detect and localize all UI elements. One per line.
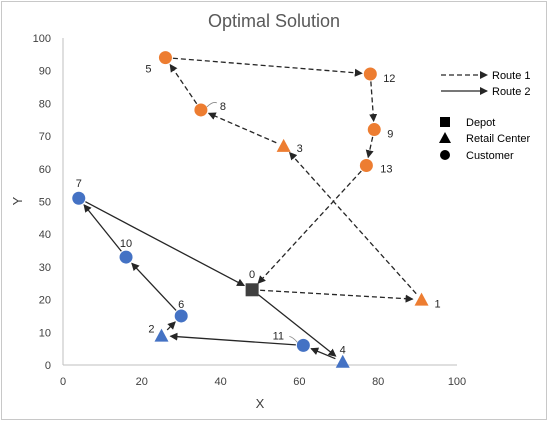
y-tick-label: 10: [39, 327, 51, 339]
y-tick-label: 50: [39, 197, 51, 209]
node-8-marker: [194, 103, 208, 117]
route1-edge: [365, 136, 374, 159]
node-13-marker: [359, 159, 373, 173]
legend-retail-label: Retail Center: [466, 133, 531, 145]
y-tick-label: 20: [39, 295, 51, 307]
x-tick-label: 80: [372, 376, 384, 388]
node-markers: [72, 51, 429, 368]
y-axis-title: Y: [10, 196, 25, 205]
x-tick-label: 40: [214, 376, 226, 388]
node-7-marker: [72, 191, 86, 205]
node-10-label: 10: [120, 238, 132, 250]
node-6-label: 6: [178, 299, 184, 311]
y-tick-label: 100: [33, 33, 51, 45]
node-5-marker: [158, 51, 172, 65]
node-11-marker: [296, 338, 310, 352]
route1-edge: [288, 151, 417, 295]
legend-customer-marker: [440, 150, 450, 160]
x-tick-label: 20: [136, 376, 148, 388]
node-9-label: 9: [387, 129, 393, 141]
route1-edge: [172, 57, 363, 77]
node-0-label: 0: [249, 269, 255, 281]
route1-edge: [369, 81, 378, 123]
node-5-label: 5: [145, 64, 151, 76]
x-tick-label: 100: [448, 376, 466, 388]
legend-route2-label: Route 2: [492, 86, 531, 98]
route2-edge: [85, 201, 246, 287]
node-1-marker: [414, 292, 429, 306]
node-0-marker: [245, 283, 259, 297]
node-9-marker: [367, 123, 381, 137]
x-axis-title: X: [256, 396, 265, 411]
node-11-leader: [289, 335, 298, 343]
node-4-label: 4: [340, 345, 346, 357]
route1-edge: [260, 289, 414, 303]
node-11-label: 11: [273, 330, 284, 342]
y-tick-label: 30: [39, 262, 51, 274]
route2-edge: [310, 347, 336, 360]
chart-title: Optimal Solution: [208, 11, 340, 31]
node-13-label: 13: [380, 164, 392, 176]
node-3-marker: [276, 138, 291, 152]
route2-edge: [257, 294, 337, 357]
node-8-label: 8: [220, 101, 226, 113]
node-2-marker: [154, 328, 169, 342]
route-edges: [83, 57, 417, 360]
route2-edge: [166, 321, 176, 331]
node-6-marker: [174, 309, 188, 323]
route2-edge: [169, 332, 296, 346]
x-tick-label: 0: [60, 376, 66, 388]
route1-edge: [257, 170, 362, 284]
legend-retail-marker: [439, 132, 451, 143]
node-12-label: 12: [383, 73, 395, 85]
y-tick-label: 90: [39, 66, 51, 78]
route2-edge: [83, 204, 122, 252]
node-4-marker: [335, 354, 350, 368]
legend-customer-label: Customer: [466, 150, 514, 162]
route1-edge: [169, 63, 198, 105]
y-tick-label: 40: [39, 229, 51, 241]
node-1-label: 1: [434, 299, 440, 311]
y-tick-label: 80: [39, 98, 51, 110]
route1-edge: [207, 112, 277, 144]
legend-depot-label: Depot: [466, 117, 495, 129]
legend: Route 1 Route 2 Depot Retail Center Cust…: [439, 70, 531, 162]
node-2-label: 2: [148, 324, 154, 336]
y-tick-label: 60: [39, 164, 51, 176]
legend-route1-label: Route 1: [492, 70, 531, 82]
node-7-label: 7: [76, 178, 82, 190]
legend-depot-marker: [440, 117, 450, 127]
y-tick-label: 0: [45, 360, 51, 372]
node-12-marker: [363, 67, 377, 81]
route2-edge: [131, 262, 177, 311]
y-tick-label: 70: [39, 131, 51, 143]
x-tick-label: 60: [293, 376, 305, 388]
node-10-marker: [119, 250, 133, 264]
node-8-leader: [206, 102, 218, 108]
node-3-label: 3: [297, 143, 303, 155]
